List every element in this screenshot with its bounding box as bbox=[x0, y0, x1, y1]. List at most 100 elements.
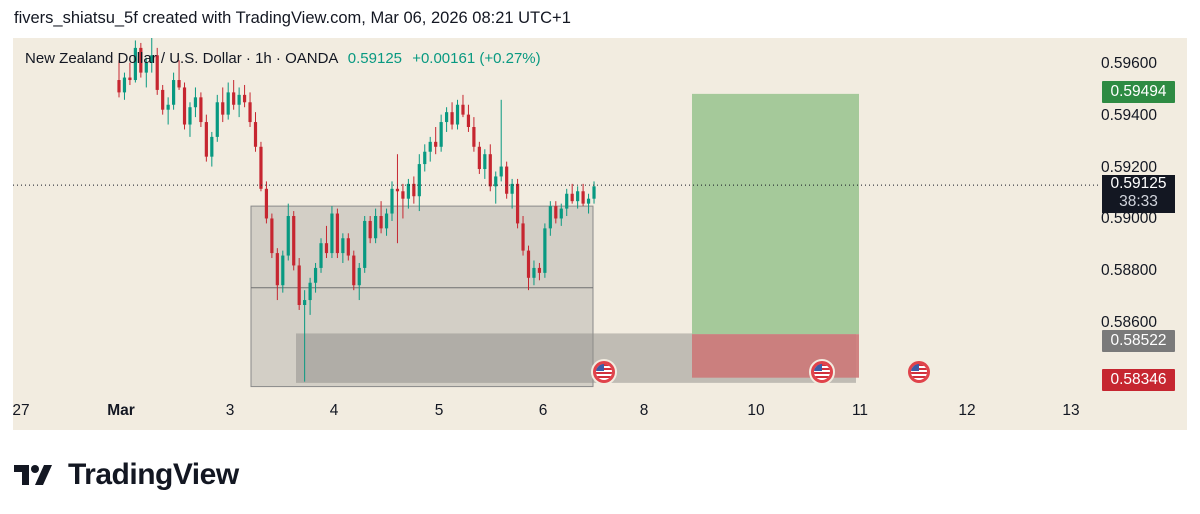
candle-body bbox=[581, 191, 585, 204]
candle-body bbox=[477, 146, 481, 170]
us-flag-graphic bbox=[596, 364, 612, 380]
candle bbox=[133, 40, 137, 83]
candle bbox=[472, 117, 476, 152]
candle bbox=[499, 99, 503, 182]
candle bbox=[379, 201, 383, 234]
candle-body bbox=[483, 154, 487, 170]
candle bbox=[505, 161, 509, 199]
time-axis-label: 12 bbox=[958, 402, 976, 419]
candle-body bbox=[133, 47, 137, 81]
time-axis-label: 6 bbox=[538, 402, 548, 419]
candle-body bbox=[161, 89, 165, 110]
candle-body bbox=[330, 213, 334, 254]
us-flag-icon[interactable] bbox=[809, 359, 835, 385]
time-axis-label: 3 bbox=[225, 402, 235, 419]
candle bbox=[292, 211, 296, 271]
candle-body bbox=[352, 255, 356, 286]
candle bbox=[466, 104, 471, 132]
candle bbox=[576, 186, 580, 209]
bar-countdown: 38:33 bbox=[1119, 193, 1158, 210]
candle bbox=[455, 99, 460, 130]
candle bbox=[439, 114, 443, 152]
candle bbox=[166, 97, 170, 125]
candle bbox=[248, 92, 252, 127]
candle bbox=[559, 203, 563, 226]
candle-body bbox=[450, 112, 454, 125]
candle-body bbox=[532, 267, 536, 278]
candle-body bbox=[406, 183, 410, 199]
symbol-description: New Zealand Dollar / U.S. Dollar · 1h · … bbox=[25, 50, 338, 67]
candle-body bbox=[275, 253, 279, 286]
candle-body bbox=[472, 127, 476, 147]
candle-body bbox=[308, 282, 312, 301]
price-chart[interactable] bbox=[13, 38, 1187, 430]
candle-body bbox=[374, 216, 378, 239]
candle bbox=[221, 87, 225, 123]
us-flag-graphic bbox=[814, 364, 830, 380]
candle-body bbox=[139, 47, 143, 73]
candle-body bbox=[543, 228, 547, 273]
candle bbox=[117, 60, 121, 98]
candle bbox=[581, 183, 585, 207]
candle bbox=[253, 112, 258, 152]
candle bbox=[232, 80, 236, 110]
candle bbox=[401, 183, 405, 219]
candle bbox=[374, 208, 378, 244]
tradingview-logo: TradingView bbox=[14, 458, 239, 492]
candle bbox=[155, 47, 159, 95]
candle bbox=[357, 262, 361, 301]
candle-body bbox=[281, 255, 285, 286]
chart-area[interactable]: New Zealand Dollar / U.S. Dollar · 1h · … bbox=[12, 38, 1187, 430]
candle bbox=[515, 178, 520, 229]
us-flag-icon[interactable] bbox=[906, 359, 932, 385]
price-axis-label: 0.59000 bbox=[1101, 210, 1158, 227]
profit-zone bbox=[692, 93, 859, 335]
candle bbox=[494, 171, 498, 204]
candle bbox=[554, 201, 558, 224]
candle-body bbox=[313, 267, 318, 283]
candle-body bbox=[592, 186, 596, 199]
candle-body bbox=[554, 206, 558, 219]
candle bbox=[510, 178, 514, 209]
candle bbox=[445, 107, 449, 132]
candle-body bbox=[204, 122, 208, 157]
candle bbox=[586, 193, 591, 214]
candle bbox=[417, 154, 421, 212]
candle-body bbox=[565, 193, 569, 209]
candle-body bbox=[177, 80, 181, 88]
candle-body bbox=[412, 183, 416, 197]
candle bbox=[144, 57, 148, 88]
candle bbox=[204, 114, 208, 162]
candle bbox=[532, 260, 536, 286]
candle-body bbox=[445, 112, 449, 123]
candle-body bbox=[150, 55, 154, 63]
candle-body bbox=[461, 104, 465, 115]
candle bbox=[264, 181, 269, 224]
candle bbox=[406, 178, 410, 209]
candle-body bbox=[341, 238, 345, 254]
stop-price-tag: 0.58346 bbox=[1102, 369, 1175, 391]
tradingview-mark-icon bbox=[14, 465, 52, 485]
us-flag-icon[interactable] bbox=[591, 359, 617, 385]
candle-body bbox=[248, 102, 252, 123]
candle bbox=[193, 87, 198, 118]
candle-body bbox=[117, 80, 121, 93]
candle bbox=[270, 213, 274, 259]
candle-body bbox=[297, 265, 301, 305]
price-axis-label: 0.59400 bbox=[1101, 107, 1158, 124]
candle bbox=[537, 262, 542, 281]
candle-body bbox=[226, 92, 230, 115]
candle-body bbox=[401, 191, 405, 199]
candle-body bbox=[390, 188, 394, 214]
time-axis-label: 11 bbox=[851, 402, 869, 419]
candle bbox=[330, 206, 334, 259]
candle bbox=[570, 183, 574, 204]
candle bbox=[434, 127, 438, 155]
candle bbox=[128, 62, 132, 85]
time-axis-label: 10 bbox=[747, 402, 765, 419]
candle bbox=[259, 141, 263, 192]
current-price-tag: 0.59125 38:33 bbox=[1102, 175, 1175, 213]
chart-header: fivers_shiatsu_5f created with TradingVi… bbox=[14, 9, 571, 27]
candle-body bbox=[259, 146, 263, 189]
candle bbox=[565, 188, 569, 216]
